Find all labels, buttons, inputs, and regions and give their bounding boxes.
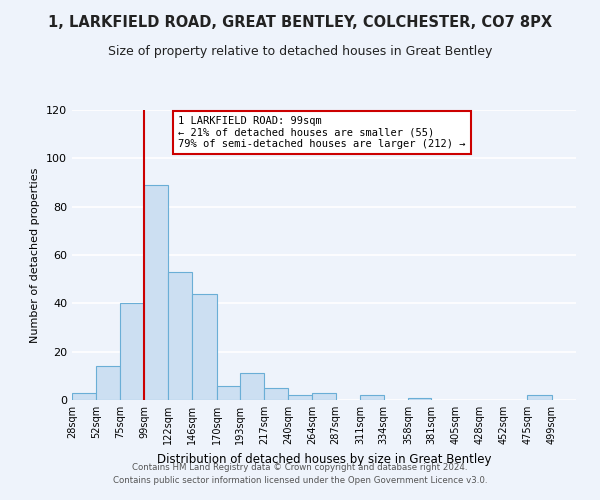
Text: Size of property relative to detached houses in Great Bentley: Size of property relative to detached ho… bbox=[108, 45, 492, 58]
Bar bbox=[217, 386, 240, 400]
Y-axis label: Number of detached properties: Number of detached properties bbox=[31, 168, 40, 342]
Bar bbox=[360, 395, 383, 400]
Bar bbox=[240, 374, 265, 400]
Bar bbox=[168, 272, 192, 400]
Bar bbox=[312, 393, 336, 400]
Bar bbox=[192, 294, 217, 400]
Bar bbox=[144, 185, 168, 400]
Bar bbox=[408, 398, 431, 400]
Text: 1 LARKFIELD ROAD: 99sqm
← 21% of detached houses are smaller (55)
79% of semi-de: 1 LARKFIELD ROAD: 99sqm ← 21% of detache… bbox=[178, 116, 466, 149]
X-axis label: Distribution of detached houses by size in Great Bentley: Distribution of detached houses by size … bbox=[157, 452, 491, 466]
Bar bbox=[527, 395, 551, 400]
Bar bbox=[120, 304, 144, 400]
Bar bbox=[288, 395, 312, 400]
Bar bbox=[265, 388, 288, 400]
Bar bbox=[97, 366, 120, 400]
Text: Contains HM Land Registry data © Crown copyright and database right 2024.
Contai: Contains HM Land Registry data © Crown c… bbox=[113, 464, 487, 485]
Text: 1, LARKFIELD ROAD, GREAT BENTLEY, COLCHESTER, CO7 8PX: 1, LARKFIELD ROAD, GREAT BENTLEY, COLCHE… bbox=[48, 15, 552, 30]
Bar bbox=[72, 393, 97, 400]
